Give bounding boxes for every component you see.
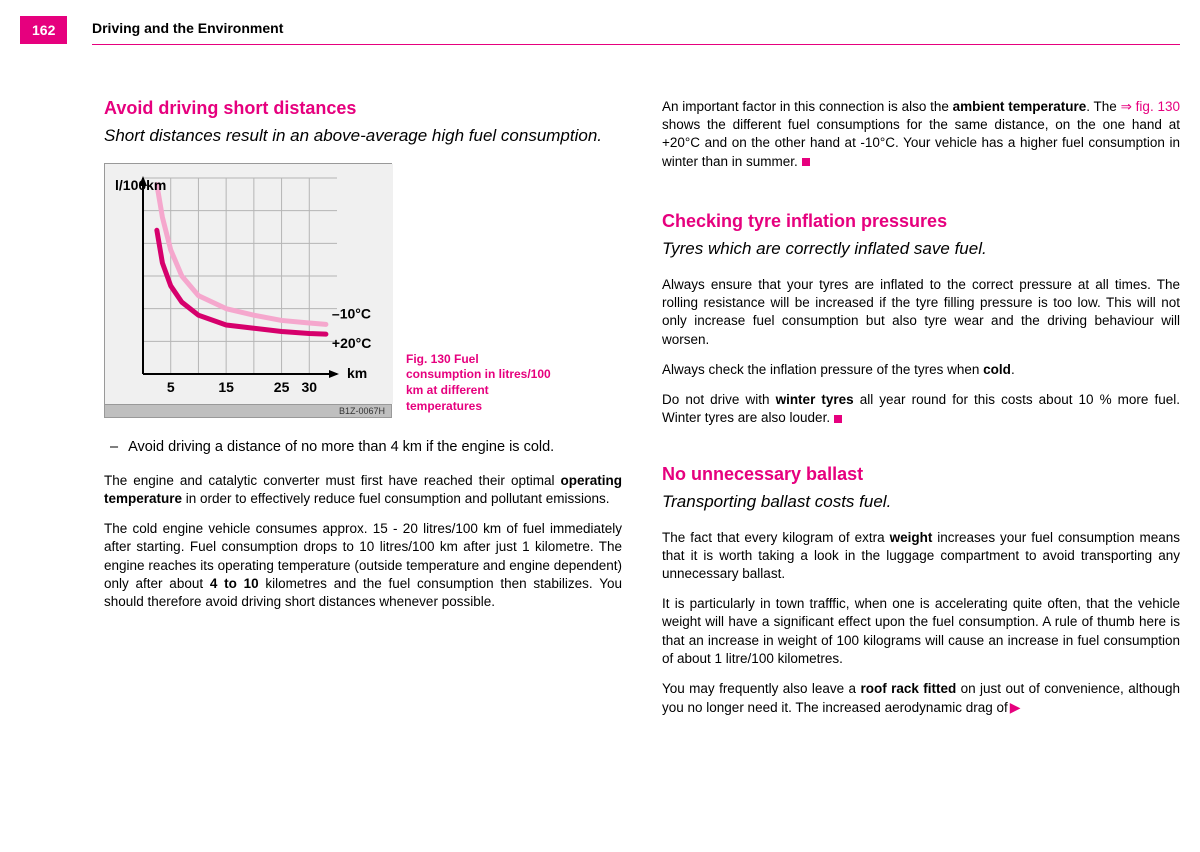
- fuel-consumption-chart: 5 15 25 30 l/100km km –10°C +20°C: [105, 164, 391, 404]
- figure-caption: Fig. 130 Fuel consumption in litres/100 …: [406, 352, 556, 418]
- page-number-tab: 162: [20, 16, 67, 44]
- svg-text:km: km: [347, 365, 367, 381]
- chart-svg: 5 15 25 30 l/100km km –10°C +20°C: [105, 164, 393, 404]
- svg-text:15: 15: [218, 379, 234, 395]
- svg-text:25: 25: [274, 379, 290, 395]
- end-square-icon: [802, 158, 810, 166]
- section-subtitle: Transporting ballast costs fuel.: [662, 491, 1180, 513]
- paragraph: Always check the inflation pressure of t…: [662, 361, 1180, 379]
- page-header: Driving and the Environment: [92, 20, 1180, 45]
- content-columns: Avoid driving short distances Short dist…: [104, 98, 1180, 730]
- chart-container: 5 15 25 30 l/100km km –10°C +20°C B1Z-0067H: [104, 163, 392, 418]
- svg-text:30: 30: [301, 379, 317, 395]
- paragraph: Always ensure that your tyres are inflat…: [662, 276, 1180, 349]
- right-column: An important factor in this connection i…: [662, 98, 1180, 730]
- figure-code: B1Z-0067H: [105, 404, 391, 417]
- paragraph: Do not drive with winter tyres all year …: [662, 391, 1180, 427]
- section-subtitle: Short distances result in an above-avera…: [104, 125, 622, 147]
- figure-cross-reference[interactable]: ⇒ fig. 130: [1121, 99, 1180, 114]
- bullet-dash: –: [110, 438, 118, 458]
- paragraph: You may frequently also leave a roof rac…: [662, 680, 1180, 717]
- paragraph: The fact that every kilogram of extra we…: [662, 529, 1180, 584]
- svg-text:5: 5: [167, 379, 175, 395]
- section-heading-short-distances: Avoid driving short distances: [104, 98, 622, 119]
- svg-text:l/100km: l/100km: [115, 177, 166, 193]
- bullet-item: – Avoid driving a distance of no more th…: [104, 438, 622, 458]
- paragraph: The engine and catalytic converter must …: [104, 472, 622, 508]
- paragraph: An important factor in this connection i…: [662, 98, 1180, 171]
- svg-text:+20°C: +20°C: [332, 335, 371, 351]
- section-heading-tyre: Checking tyre inflation pressures: [662, 211, 1180, 232]
- end-square-icon: [834, 415, 842, 423]
- paragraph: It is particularly in town trafffic, whe…: [662, 595, 1180, 668]
- bullet-text: Avoid driving a distance of no more than…: [128, 438, 554, 458]
- figure-row: 5 15 25 30 l/100km km –10°C +20°C B1Z-0067H Fig…: [104, 163, 622, 418]
- page-title: Driving and the Environment: [92, 20, 283, 36]
- continue-arrow-icon: ▶: [1010, 699, 1021, 715]
- svg-text:–10°C: –10°C: [332, 305, 371, 321]
- paragraph: The cold engine vehicle consumes approx.…: [104, 520, 622, 611]
- section-heading-ballast: No unnecessary ballast: [662, 464, 1180, 485]
- section-subtitle: Tyres which are correctly inflated save …: [662, 238, 1180, 260]
- left-column: Avoid driving short distances Short dist…: [104, 98, 622, 730]
